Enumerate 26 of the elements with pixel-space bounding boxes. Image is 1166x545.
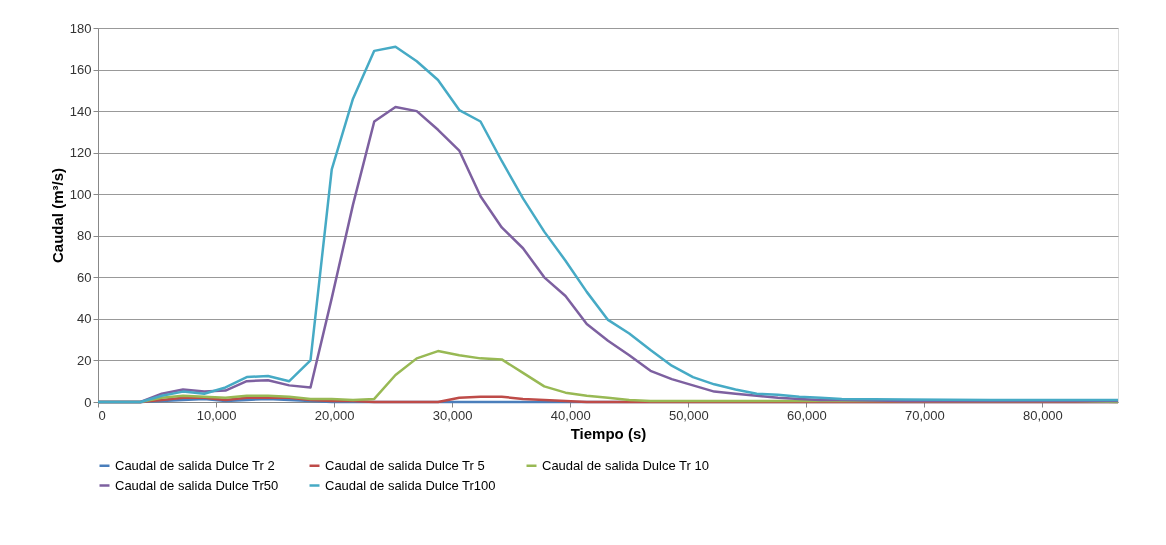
x-tick-label: 30,000 [432,407,473,423]
y-tick-label: 120 [69,145,92,161]
y-tick-label: 140 [69,103,92,119]
y-tick-label: 100 [69,186,92,202]
legend-label: Caudal de salida Dulce Tr50 [115,477,279,493]
y-tick-label: 180 [69,20,92,36]
x-tick-label: 10,000 [196,407,237,423]
x-axis-title: Tiempo (s) [570,424,647,442]
y-tick-label: 40 [77,311,92,327]
legend-label: Caudal de salida Dulce Tr100 [325,477,496,493]
x-tick-label: 0 [98,407,106,423]
x-tick-label: 70,000 [905,407,945,423]
legend-label: Caudal de salida Dulce Tr 2 [115,457,275,473]
x-tick-label: 60,000 [786,407,827,423]
legend-label: Caudal de salida Dulce Tr 5 [325,457,485,473]
x-tick-label: 40,000 [550,407,591,423]
y-tick-label: 60 [77,269,92,285]
y-tick-label: 160 [69,62,92,78]
x-tick-label: 80,000 [1023,407,1063,423]
x-tick-label: 50,000 [668,407,709,423]
legend-label: Caudal de salida Dulce Tr 10 [542,457,709,473]
x-tick-label: 20,000 [314,407,355,423]
y-tick-label: 80 [77,228,92,244]
y-axis-title: Caudal (m³/s) [48,167,66,264]
y-tick-label: 20 [77,352,92,368]
y-tick-label: 0 [84,394,92,410]
